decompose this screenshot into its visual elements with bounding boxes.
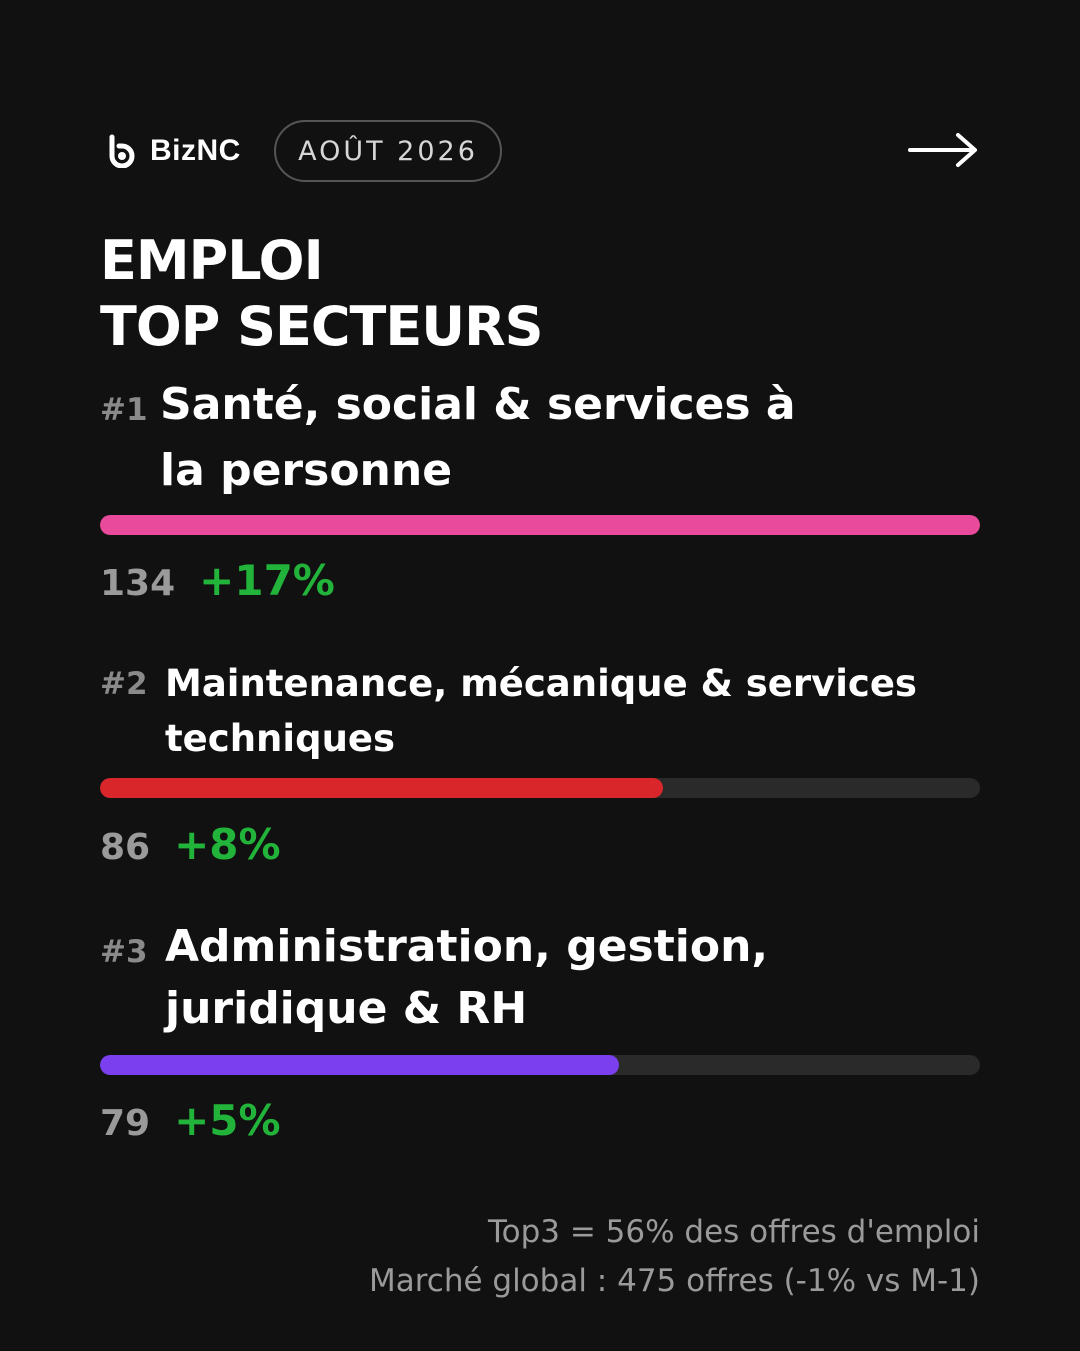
sector-bar-fill xyxy=(100,778,664,798)
sector-rank: #1 xyxy=(100,392,148,428)
sector-bar-track xyxy=(100,1055,980,1075)
sector-rank: #3 xyxy=(100,934,148,970)
sector-bar-track xyxy=(100,515,980,535)
b-logo-icon xyxy=(109,134,135,168)
page-title: EMPLOI TOP SECTEURS xyxy=(100,228,544,360)
date-badge: AOÛT 2026 xyxy=(274,120,502,182)
sector-change: +5% xyxy=(174,1096,281,1145)
brand: BizNC xyxy=(106,134,241,168)
sector-change: +17% xyxy=(199,556,335,605)
title-line-1: EMPLOI xyxy=(100,229,324,292)
sector-stats: 86 +8% xyxy=(100,820,281,869)
footer-market-total: Marché global : 475 offres (-1% vs M-1) xyxy=(368,1263,980,1299)
sector-change: +8% xyxy=(174,820,281,869)
sector-count: 134 xyxy=(100,563,176,604)
sector-name: Maintenance, mécanique & services techni… xyxy=(165,662,917,760)
sector-stats: 134 +17% xyxy=(100,556,335,605)
sector-stats: 79 +5% xyxy=(100,1096,281,1145)
sector-name: Santé, social & services à la personne xyxy=(160,379,796,496)
sector-bar-track xyxy=(100,778,980,798)
sector-bar-fill xyxy=(100,515,980,535)
arrow-right-icon[interactable] xyxy=(908,132,980,168)
sector-count: 86 xyxy=(100,827,151,868)
header: BizNC AOÛT 2026 xyxy=(100,120,980,182)
sector-count: 79 xyxy=(100,1103,151,1144)
footer-summary: Top3 = 56% des offres d'emploi Marché gl… xyxy=(100,1208,980,1306)
brand-name: BizNC xyxy=(150,134,241,167)
sector-bar-fill xyxy=(100,1055,620,1075)
title-line-2: TOP SECTEURS xyxy=(100,295,544,358)
sector-name: Administration, gestion, juridique & RH xyxy=(165,921,769,1034)
footer-top3-share: Top3 = 56% des offres d'emploi xyxy=(487,1214,980,1250)
page: BizNC AOÛT 2026 EMPLOI TOP SECTEURS #1 S… xyxy=(100,0,980,1351)
sector-rank: #2 xyxy=(100,666,148,702)
